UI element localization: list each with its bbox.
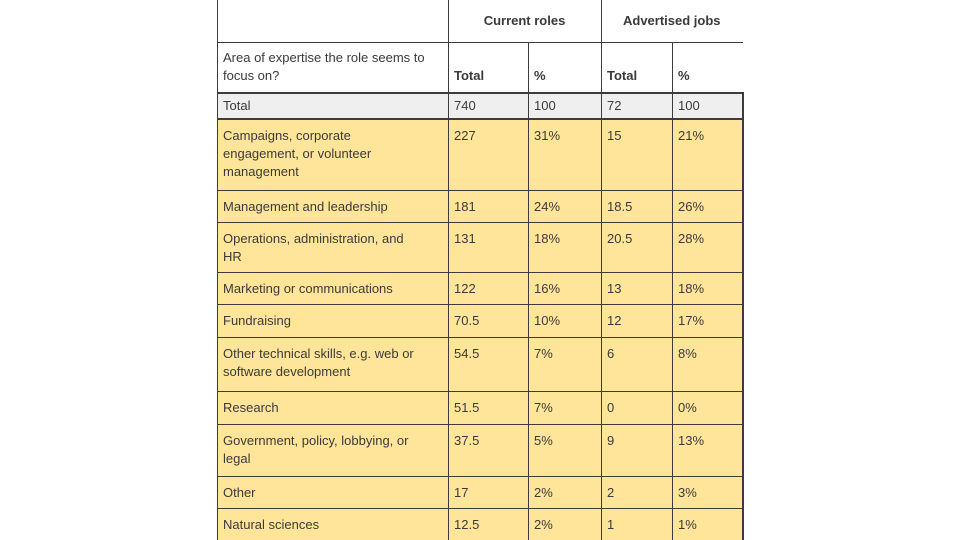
value-cell: 740 [448,91,529,120]
row-label-cell: Campaigns, corporate engagement, or volu… [217,118,449,191]
group-header-current-roles: Current roles [447,0,603,43]
value-cell: 16% [527,272,603,305]
value-cell: 18.5 [601,190,674,223]
table-row: Management and leadership 181 24% 18.5 2… [217,190,744,223]
value-cell: 2 [601,476,674,509]
value-cell: 20.5 [601,222,674,273]
row-label-cell: Total [217,91,449,120]
value-cell: 2% [527,476,603,509]
value-cell: 51.5 [448,391,529,425]
value-cell: 2% [527,508,603,540]
value-cell: 122 [448,272,529,305]
value-cell: 72 [601,91,674,120]
row-label-cell: Management and leadership [217,190,449,223]
question-header-cell: Area of expertise the role seems to focu… [217,41,449,93]
subheader-percent-current: % [527,41,603,93]
group-header-advertised-jobs: Advertised jobs [601,0,743,43]
row-label-cell: Other [217,476,449,509]
value-cell: 0 [601,391,674,425]
value-cell: 24% [527,190,603,223]
value-cell: 8% [672,337,744,392]
value-cell: 26% [672,190,744,223]
value-cell: 18% [527,222,603,273]
table-row: Operations, administration, and HR 131 1… [217,222,744,273]
value-cell: 181 [448,190,529,223]
value-cell: 12.5 [448,508,529,540]
row-label-cell: Other technical skills, e.g. web or soft… [217,337,449,392]
value-cell: 18% [672,272,744,305]
subheader-total-advertised: Total [601,41,674,93]
row-label-cell: Fundraising [217,304,449,338]
row-label-cell: Natural sciences [217,508,449,540]
value-cell: 28% [672,222,744,273]
value-cell: 6 [601,337,674,392]
value-cell: 13 [601,272,674,305]
value-cell: 7% [527,391,603,425]
value-cell: 54.5 [448,337,529,392]
value-cell: 70.5 [448,304,529,338]
value-cell: 131 [448,222,529,273]
row-label-cell: Government, policy, lobbying, or legal [217,424,449,477]
value-cell: 17 [448,476,529,509]
subheader-total-current: Total [448,41,529,93]
value-cell: 5% [527,424,603,477]
value-cell: 9 [601,424,674,477]
value-cell: 13% [672,424,744,477]
totals-row: Total 740 100 72 100 [217,91,744,120]
table-row: Other 17 2% 2 3% [217,476,744,509]
table-row: Marketing or communications 122 16% 13 1… [217,272,744,305]
value-cell: 1% [672,508,744,540]
table-row: Other technical skills, e.g. web or soft… [217,337,744,392]
table-row: Government, policy, lobbying, or legal 3… [217,424,744,477]
table-row: Natural sciences 12.5 2% 1 1% [217,508,744,540]
value-cell: 17% [672,304,744,338]
value-cell: 37.5 [448,424,529,477]
value-cell: 3% [672,476,744,509]
value-cell: 7% [527,337,603,392]
value-cell: 100 [527,91,603,120]
table-row: Campaigns, corporate engagement, or volu… [217,118,744,191]
corner-empty-cell [217,0,449,43]
value-cell: 15 [601,118,674,191]
value-cell: 0% [672,391,744,425]
table-row: Research 51.5 7% 0 0% [217,391,744,425]
value-cell: 12 [601,304,674,338]
table-row: Fundraising 70.5 10% 12 17% [217,304,744,338]
expertise-areas-table: Current roles Advertised jobs Area of ex… [217,0,744,540]
value-cell: 100 [672,91,744,120]
row-label-cell: Operations, administration, and HR [217,222,449,273]
value-cell: 1 [601,508,674,540]
value-cell: 227 [448,118,529,191]
value-cell: 21% [672,118,744,191]
sub-header-row: Area of expertise the role seems to focu… [217,41,743,93]
row-label-cell: Marketing or communications [217,272,449,305]
row-label-cell: Research [217,391,449,425]
group-header-row: Current roles Advertised jobs [217,0,743,43]
subheader-percent-advertised: % [672,41,743,93]
value-cell: 10% [527,304,603,338]
value-cell: 31% [527,118,603,191]
